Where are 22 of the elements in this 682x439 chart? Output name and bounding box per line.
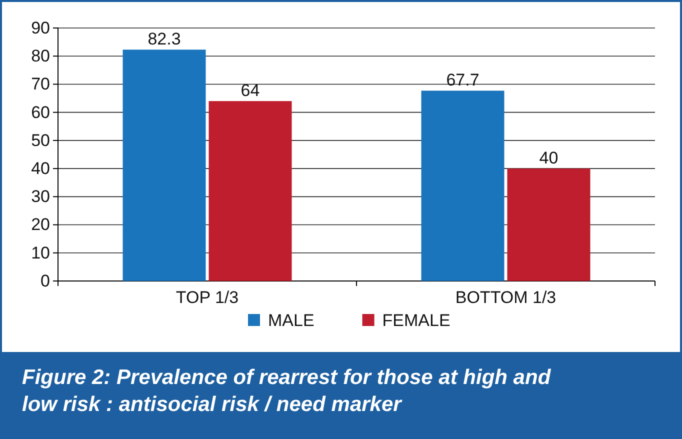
y-tick-label: 70 [31,74,50,94]
y-tick-label: 30 [31,187,50,206]
y-tick-label: 20 [31,215,50,234]
y-tick-label: 80 [31,46,50,66]
data-label: 40 [539,148,558,168]
bar [507,168,590,281]
x-tick-label: BOTTOM 1/3 [455,288,556,308]
y-tick-label: 50 [31,130,50,150]
y-tick-label: 10 [31,243,50,262]
legend-label: MALE [268,311,314,330]
bar [122,50,206,281]
y-tick-label: 0 [40,271,50,290]
legend-label: FEMALE [382,311,450,330]
text: Figure 2: Prevalence of rearrest for those at high and low risk : antisocial risk / need marker [0,352,682,439]
x-tick-label: TOP 1/3 [176,288,239,308]
bar [208,101,292,281]
data-label: 82.3 [148,30,181,49]
y-tick-label: 90 [31,18,50,38]
bar [421,90,504,281]
y-tick-label: 60 [31,102,50,122]
y-tick-label: 40 [31,158,50,178]
data-label: 64 [240,81,260,100]
